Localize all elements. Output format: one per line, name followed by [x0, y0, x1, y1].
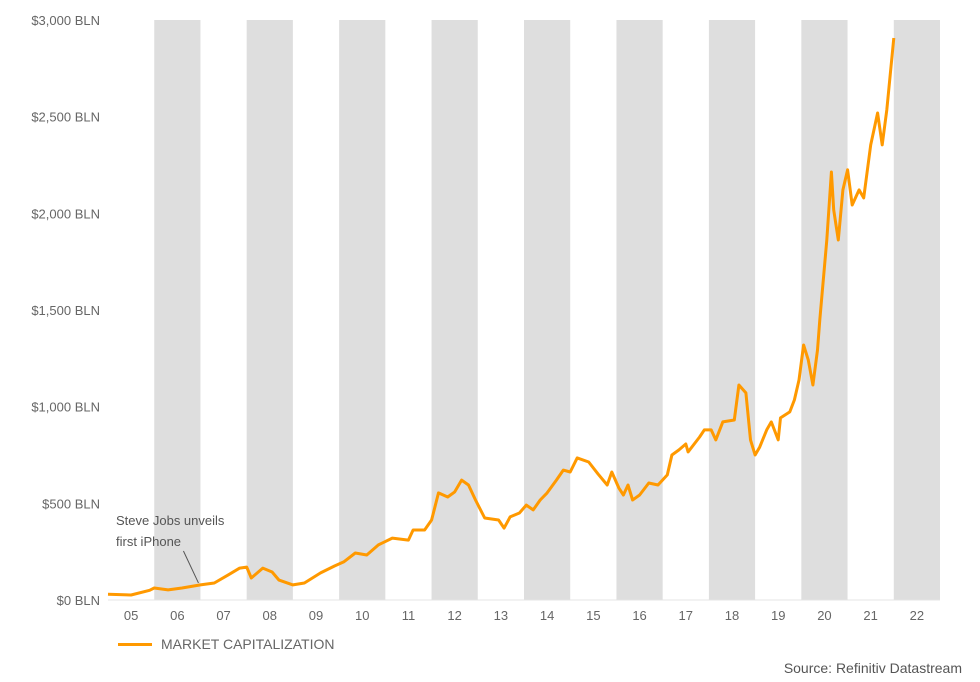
y-tick-label: $1,500 BLN [31, 303, 100, 318]
x-tick-label: 05 [124, 608, 138, 623]
shade-band-14 [524, 20, 571, 600]
legend: MARKET CAPITALIZATION [118, 636, 334, 652]
shade-band-16 [616, 20, 663, 600]
shade-band-18 [708, 20, 756, 600]
x-tick-label: 16 [632, 608, 646, 623]
annotation-leader-line [182, 550, 199, 584]
shade-band-08 [246, 20, 293, 600]
x-tick-label: 06 [170, 608, 184, 623]
y-tick-label: $2,000 BLN [31, 206, 100, 221]
y-tick-label: $2,500 BLN [31, 110, 100, 125]
annotation-line-1: Steve Jobs unveils [116, 513, 225, 528]
y-tick-label: $1,000 BLN [31, 400, 100, 415]
x-tick-label: 18 [725, 608, 739, 623]
year-shading-bands [154, 20, 940, 600]
shade-band-10 [339, 20, 386, 600]
x-tick-label: 15 [586, 608, 600, 623]
y-tick-label: $500 BLN [42, 496, 100, 511]
x-tick-label: 09 [309, 608, 323, 623]
x-tick-label: 11 [402, 608, 416, 623]
x-tick-label: 19 [771, 608, 785, 623]
shade-band-20 [801, 20, 848, 600]
x-tick-label: 07 [216, 608, 230, 623]
x-tick-label: 13 [494, 608, 508, 623]
source-note: Source: Refinitiv Datastream [783, 660, 962, 676]
x-tick-label: 17 [679, 608, 693, 623]
x-tick-label: 10 [355, 608, 369, 623]
x-tick-label: 12 [447, 608, 461, 623]
x-tick-label: 14 [540, 608, 554, 623]
annotation-line-2: first iPhone [116, 534, 181, 549]
y-tick-label: $0 BLN [57, 593, 100, 608]
legend-swatch [118, 642, 152, 646]
y-axis-ticks: $0 BLN $500 BLN $1,000 BLN $1,500 BLN $2,000… [31, 13, 100, 608]
x-tick-label: 08 [263, 608, 277, 623]
iphone-annotation: Steve Jobs unveils first iPhone [116, 513, 225, 584]
legend-label: MARKET CAPITALIZATION [161, 636, 335, 652]
shade-band-06 [154, 20, 201, 600]
market-cap-line [107, 37, 896, 597]
x-tick-label: 20 [817, 608, 831, 623]
y-tick-label: $3,000 BLN [31, 13, 100, 28]
x-tick-label: 21 [863, 608, 877, 623]
x-axis-ticks: 05 06 07 08 09 10 11 12 13 14 15 16 17 18 19 20 21 22 [124, 608, 924, 623]
shade-band-22 [893, 20, 940, 600]
x-tick-label: 22 [910, 608, 924, 623]
shade-band-12 [431, 20, 478, 600]
